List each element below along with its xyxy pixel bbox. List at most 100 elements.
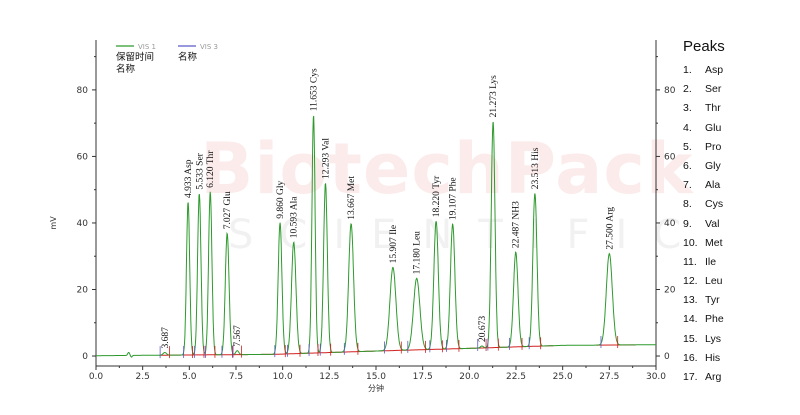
peak-list-name: Ala: [705, 179, 721, 192]
x-axis-label: 分钟: [368, 383, 384, 393]
x-tick-label: 17.5: [413, 372, 433, 382]
peak-list-number: 11.: [683, 255, 697, 268]
chromatogram-trace: [96, 115, 656, 358]
peak-list-item: 10. Met: [683, 234, 793, 253]
peak-label: 5.533 Ser: [195, 152, 205, 189]
peak-list-item: 8. Cys: [683, 195, 793, 214]
peak-list-number: 7.: [683, 179, 692, 192]
peak-label: 6.120 Thr: [206, 150, 216, 188]
peak-list-name: Gly: [705, 159, 721, 172]
x-tick-label: 7.5: [229, 372, 243, 382]
peak-list-number: 9.: [683, 217, 692, 230]
peak-list-name: Cys: [705, 198, 724, 211]
peak-list-item: 6. Gly: [683, 157, 793, 176]
peak-label: 19.107 Phe: [449, 177, 459, 220]
peak-list-item: 14. Phe: [683, 310, 793, 329]
x-tick-label: 20.0: [459, 372, 479, 382]
peak-list-item: 13. Tyr: [683, 291, 793, 310]
peak-label: 3.687: [161, 327, 171, 349]
peak-label: 4.933 Asp: [184, 159, 194, 198]
peak-list-number: 3.: [683, 102, 692, 115]
peak-label: 10.593 Ala: [290, 196, 300, 238]
peak-list-name: Pro: [705, 140, 722, 153]
legend-label: VIS 3: [200, 43, 218, 51]
peak-list-item: 5. Pro: [683, 138, 793, 157]
peak-list-number: 10.: [683, 236, 698, 249]
peak-list-item: 3. Thr: [683, 99, 793, 118]
y-tick-label-left: 40: [77, 219, 89, 229]
peak-list-item: 4. Glu: [683, 119, 793, 138]
peak-label: 15.907 Ile: [389, 225, 399, 264]
peak-label: 20.673: [478, 316, 488, 342]
peak-list-name: Ser: [705, 83, 722, 96]
peak-list-number: 16.: [683, 351, 698, 364]
peak-label: 22.487 NH3: [512, 201, 522, 248]
peak-label: 23.513 His: [531, 147, 541, 189]
peak-list-name: Val: [705, 217, 720, 230]
x-tick-label: 15.0: [366, 372, 386, 382]
peak-list-item: 12. Leu: [683, 272, 793, 291]
x-tick-label: 10.0: [273, 372, 293, 382]
peaks-title: Peaks: [683, 38, 725, 55]
peak-label: 17.180 Leu: [413, 231, 423, 275]
x-tick-label: 2.5: [136, 372, 150, 382]
peak-list-number: 2.: [683, 83, 692, 96]
peak-list-name: His: [705, 351, 721, 364]
peak-list-name: Arg: [705, 371, 722, 383]
peak-label: 21.273 Lys: [489, 75, 499, 118]
integration-baseline: [159, 345, 554, 356]
legend-sub-line2: 名称: [116, 63, 136, 75]
peak-list-item: 17. Arg: [683, 368, 793, 387]
peak-list-item: 15. Lys: [683, 330, 793, 349]
x-tick-label: 22.5: [506, 372, 526, 382]
chromatogram-chart: 0 0 20 20 40 40 60 60 80 80 0.0 2.5 5.0 7.5 10.0 12.5 15…: [49, 40, 676, 393]
peak-list-number: 5.: [683, 140, 692, 153]
x-tick-label: 30.0: [646, 372, 666, 382]
legend-label: VIS 1: [138, 43, 156, 51]
y-tick-label-left: 80: [77, 86, 89, 96]
peak-list-item: 7. Ala: [683, 176, 793, 195]
peaks-legend-panel: Peaks 1. Asp 2. Ser 3. Thr 4. Glu 5. Pro 6. Gly 7. Al…: [683, 38, 793, 387]
y-tick-label-left: 0: [82, 352, 88, 362]
y-axis-label: mV: [49, 216, 58, 230]
x-tick-label: 27.5: [599, 372, 619, 382]
peak-list-name: Lys: [705, 332, 721, 345]
peak-list-name: Asp: [705, 64, 724, 76]
peak-list-number: 4.: [683, 121, 692, 134]
peak-label: 13.667 Met: [347, 176, 357, 220]
x-tick-label: 5.0: [182, 372, 197, 382]
x-tick-label: 25.0: [553, 372, 573, 382]
y-tick-label-left: 60: [77, 152, 89, 162]
peak-label: 27.500 Arg: [605, 207, 615, 250]
x-tick-label: 12.5: [319, 372, 339, 382]
peak-list-number: 1.: [683, 64, 692, 76]
peak-list-number: 15.: [683, 332, 698, 345]
legend-sub-line1: 保留时间: [116, 51, 154, 63]
peak-label: 7.027 Glu: [223, 191, 233, 229]
peak-list-name: Leu: [705, 275, 723, 288]
peak-list-name: Thr: [705, 102, 721, 115]
y-tick-label-right: 0: [664, 352, 670, 362]
y-tick-label-right: 40: [664, 219, 676, 229]
peak-list-item: 9. Val: [683, 215, 793, 234]
y-tick-label-right: 60: [664, 152, 676, 162]
x-tick-label: 0.0: [89, 372, 104, 382]
legend-sub-line1: 名称: [178, 51, 198, 63]
peak-list-number: 8.: [683, 198, 692, 211]
peak-label: 9.860 Gly: [276, 180, 286, 218]
peak-list-number: 13.: [683, 294, 698, 307]
peak-list-item: 2. Ser: [683, 80, 793, 99]
peak-list-item: 16. His: [683, 349, 793, 368]
y-tick-label-right: 20: [664, 285, 676, 295]
y-tick-label-left: 20: [77, 285, 89, 295]
peaks-list: 1. Asp 2. Ser 3. Thr 4. Glu 5. Pro 6. Gly 7. Ala 8. Cys…: [683, 61, 793, 387]
peak-list-number: 14.: [683, 313, 698, 326]
peak-list-name: Tyr: [705, 294, 720, 307]
peak-list-item: 1. Asp: [683, 61, 793, 80]
peak-label: 18.220 Tyr: [432, 175, 442, 217]
y-tick-label-right: 80: [664, 86, 676, 96]
peak-label: 7.567: [233, 325, 243, 347]
peak-list-name: Ile: [705, 255, 717, 268]
peak-list-name: Phe: [705, 313, 724, 326]
peak-list-name: Glu: [705, 121, 722, 134]
